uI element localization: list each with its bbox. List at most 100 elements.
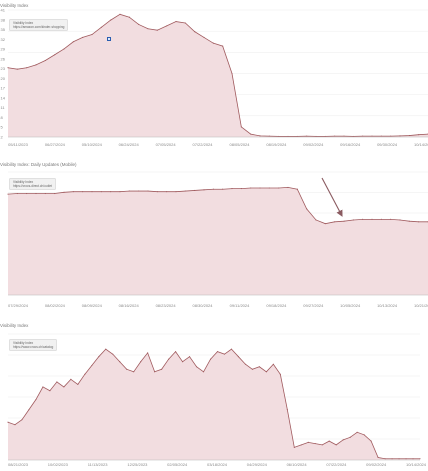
x-tick-label: 09/30/2024 [377,142,398,147]
data-point [7,67,9,69]
data-point [391,458,393,460]
data-point [268,135,270,137]
data-point [82,36,84,38]
data-point [212,188,214,190]
data-point [72,41,74,43]
y-tick-label: 35 [1,27,6,32]
data-point [334,221,336,223]
data-point [56,381,58,383]
chart-legend: Visibility Index https://www.crocs.ch/ca… [9,339,58,352]
data-point [380,218,382,220]
x-tick-label: 09/02/2024 [366,462,387,467]
series-line [7,348,420,460]
visibility-chart: 08/21/2023 10/02/2023 11/13/2023 12/25/2023… [7,333,427,467]
data-point [26,67,28,69]
data-point [175,21,177,23]
data-point [223,353,226,355]
x-tick-label: 10/02/2023 [48,462,69,467]
data-point [240,188,242,190]
data-point [175,191,177,193]
x-tick-label: 08/30/2024 [192,303,213,308]
chart-legend: Visibility Index https://crocs-direct.ch… [9,178,56,191]
data-point [343,220,345,222]
chart-title: Visibility Index: Daily Updates (Mobile) [0,162,77,167]
data-point [258,366,260,368]
data-point [175,351,177,353]
y-tick-label: 26 [1,56,6,61]
data-point [222,188,224,190]
data-point [128,190,130,192]
data-point [161,368,163,370]
data-point [35,64,37,66]
data-point [324,135,326,137]
x-tick-label: 08/19/2024 [266,142,287,147]
y-tick-label: 41 [1,8,6,13]
data-point [408,135,410,137]
legend-url: https://crocs-direct.ch/outlet [13,184,52,189]
data-point [278,187,280,189]
data-point [54,54,56,56]
data-point [343,135,345,137]
data-point [77,383,79,385]
x-tick-label: 07/22/2024 [192,142,213,147]
data-point [209,358,212,360]
data-point [286,409,288,411]
x-tick-label: 07/22/2024 [326,462,347,467]
x-tick-label: 10/13/2024 [377,303,398,308]
data-point [63,386,65,388]
data-point [272,363,274,365]
annotation-arrow [321,177,343,217]
data-point [119,13,121,15]
data-point [349,436,351,438]
chart-title: Visibility Index [0,3,29,8]
data-point [156,29,158,31]
x-tick-label: 08/05/2024 [229,142,250,147]
data-point [384,458,386,460]
data-point [100,26,102,28]
data-point [140,361,142,363]
event-marker-icon[interactable] [107,37,111,41]
data-point [419,458,421,460]
x-tick-label: 08/02/2024 [45,303,66,308]
y-tick-label: 17 [1,86,6,91]
series-line [7,13,428,137]
data-point [408,220,410,222]
chart-panel-2: Visibility Index: Daily Updates (Mobile)… [0,156,428,312]
data-point [126,368,128,370]
data-point [240,126,242,128]
legend-url: https://www.crocs.ch/catalog [13,345,54,350]
data-point [184,22,186,24]
x-tick-label: 09/27/2024 [303,303,324,308]
legend-series-label: Visibility Index [13,341,34,345]
data-point [26,192,28,195]
data-point [244,363,246,365]
data-point [278,135,280,137]
data-point [412,458,414,460]
data-point [293,446,295,448]
data-point [335,444,337,446]
data-point [189,356,191,358]
y-tick-label: 8 [1,115,4,120]
data-point [356,431,358,433]
data-point [352,219,354,221]
x-tick-label: 09/11/2024 [230,303,250,308]
x-tick-label: 08/21/2023 [8,462,29,467]
data-point [315,135,317,137]
x-tick-label: 02/05/2024 [167,462,188,467]
data-point [203,189,205,191]
data-point [112,353,114,355]
x-tick-label: 09/16/2024 [340,142,361,147]
data-point [202,371,205,373]
data-point [405,458,407,460]
data-point [154,371,156,373]
chart-panel-1: Visibility Index 05/11/2023 06/27/2024 05/… [0,0,428,152]
data-point [398,458,400,460]
data-point [156,191,158,193]
visibility-chart: 07/29/2024 08/02/2024 08/09/2024 08/16/2024… [7,171,428,308]
data-point [370,440,372,442]
data-point [371,135,373,137]
x-tick-label: 07/29/2024 [8,303,29,308]
x-tick-label: 10/14/2024 [406,462,427,467]
y-tick-label: 32 [1,37,6,42]
